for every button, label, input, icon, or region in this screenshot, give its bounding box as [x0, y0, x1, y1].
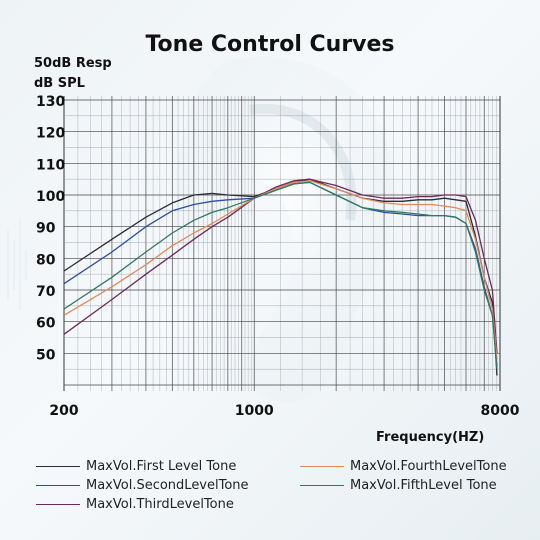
legend-label-fifth: MaxVol.FifthLevel Tone: [350, 478, 497, 493]
x-tick-label: 200: [49, 403, 78, 419]
legend-item-fourth: MaxVol.FourthLevelTone: [300, 459, 507, 474]
legend-label-third: MaxVol.ThirdLevelTone: [86, 497, 234, 512]
legend-swatch-second: [36, 485, 80, 486]
legend-label-first: MaxVol.First Level Tone: [86, 459, 237, 474]
y-tick-label: 60: [36, 316, 56, 332]
x-tick-label: 1000: [235, 403, 274, 419]
y-tick-label: 100: [36, 189, 65, 205]
series-line-4: [63, 180, 498, 360]
x-axis-label: Frequency(HZ): [376, 430, 485, 445]
legend-item-fifth: MaxVol.FifthLevel Tone: [300, 478, 497, 493]
legend-swatch-first: [36, 466, 80, 467]
y-tick-label: 110: [36, 157, 65, 173]
y-tick-labels: 50 60 70 80 90 100 110 120 130: [36, 94, 65, 363]
y-axis-label-line2: dB SPL: [34, 76, 85, 91]
y-tick-label: 70: [36, 284, 56, 300]
y-axis-label-line1: 50dB Resp: [34, 56, 112, 71]
legend-swatch-fourth: [300, 466, 344, 467]
legend-item-third: MaxVol.ThirdLevelTone: [36, 497, 234, 512]
legend-item-second: MaxVol.SecondLevelTone: [36, 478, 249, 493]
y-tick-label: 90: [36, 221, 56, 237]
chart-title: Tone Control Curves: [145, 32, 395, 57]
series-lines: [63, 178, 498, 376]
x-tick-labels: 200 1000 8000: [49, 403, 519, 419]
series-line-3: [63, 178, 498, 354]
y-tick-label: 130: [36, 94, 65, 110]
series-line-5: [63, 181, 498, 370]
legend-label-second: MaxVol.SecondLevelTone: [86, 478, 249, 493]
y-tick-label: 120: [36, 126, 65, 142]
legend-swatch-fifth: [300, 485, 344, 486]
legend-swatch-third: [36, 504, 80, 505]
legend-label-fourth: MaxVol.FourthLevelTone: [350, 459, 507, 474]
x-tick-label: 8000: [481, 403, 520, 419]
y-tick-label: 80: [36, 252, 56, 268]
y-tick-label: 50: [36, 347, 56, 363]
legend-item-first: MaxVol.First Level Tone: [36, 459, 236, 474]
